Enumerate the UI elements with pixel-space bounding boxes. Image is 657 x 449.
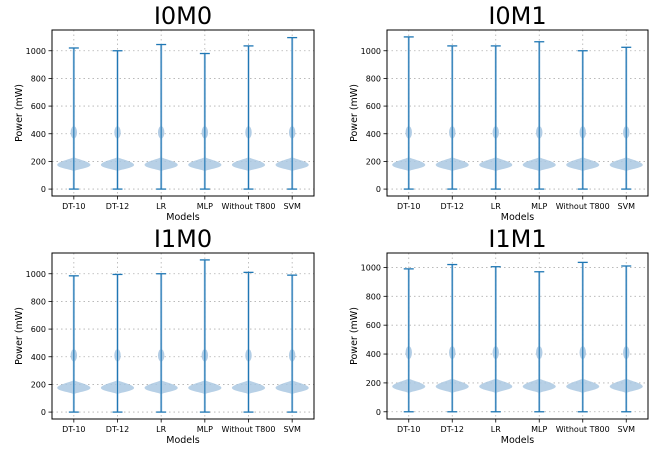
y-tick-label: 800 [366,292,381,301]
x-axis-label: Models [501,212,535,223]
violin-0 [392,268,426,413]
x-tick-label: LR [491,425,501,434]
y-axis-label: Power (mW) [349,307,360,365]
y-tick-label: 200 [366,157,381,166]
violin-1 [100,50,135,190]
x-tick-label: Without T800 [556,202,610,211]
y-tick-label: 400 [366,350,381,359]
y-axis-label: Power (mW) [14,84,25,142]
y-tick-label: 1000 [26,47,46,56]
y-tick-label: 800 [31,297,46,306]
chart-title: I1M0 [154,225,212,253]
x-axis-label: Models [501,435,535,446]
y-tick-label: 400 [31,353,46,362]
y-tick-label: 0 [41,408,46,417]
violin-3 [522,271,556,413]
chart-panel-1: 0 200 400 600 800 1000 DT-10 DT-12 LR MLP Without … [349,2,649,223]
violin-2 [144,43,178,190]
y-axis-label: Power (mW) [14,307,25,365]
x-tick-label: SVM [283,202,301,211]
x-axis-label: Models [166,212,200,223]
y-tick-label: 0 [376,185,381,194]
x-tick-label: DT-10 [62,202,85,211]
chart-title: I1M1 [488,225,546,253]
chart-title: I0M1 [488,2,546,30]
violin-2 [144,273,178,413]
x-tick-label: LR [156,202,166,211]
x-tick-label: SVM [618,425,636,434]
y-tick-label: 600 [31,325,46,334]
violin-0 [57,275,91,413]
violin-5 [275,274,309,413]
x-tick-label: LR [156,425,166,434]
x-tick-label: SVM [618,202,636,211]
x-tick-label: DT-10 [397,425,420,434]
chart-panel-3: 0 200 400 600 800 1000 DT-10 DT-12 LR MLP Without … [349,225,649,446]
x-tick-label: SVM [283,425,301,434]
y-tick-label: 1000 [26,270,46,279]
x-tick-label: DT-10 [397,202,420,211]
y-tick-label: 400 [31,130,46,139]
y-axis-label: Power (mW) [349,84,360,142]
violin-1 [100,273,135,413]
violin-4 [566,261,600,413]
axes-frame [51,29,315,197]
violin-3 [522,41,556,190]
x-tick-label: DT-12 [106,425,129,434]
x-tick-label: MLP [531,425,547,434]
y-tick-label: 0 [41,185,46,194]
x-tick-label: Without T800 [556,425,610,434]
x-tick-label: DT-12 [441,425,464,434]
violin-4 [231,45,266,190]
x-axis-label: Models [166,435,200,446]
x-tick-label: MLP [197,202,213,211]
violin-3 [188,259,222,413]
violin-0 [392,36,426,190]
violin-2 [479,266,513,413]
chart-panel-2: 0 200 400 600 800 1000 DT-10 DT-12 LR MLP Without … [14,225,315,446]
x-tick-label: Without T800 [222,202,276,211]
violin-1 [435,263,469,413]
violin-3 [188,52,222,190]
y-tick-label: 400 [366,130,381,139]
violin-5 [609,265,643,413]
y-tick-label: 200 [31,157,46,166]
violin-5 [609,46,643,190]
violin-0 [57,47,91,190]
y-tick-label: 800 [31,74,46,83]
y-tick-label: 200 [366,379,381,388]
y-tick-label: 0 [376,408,381,417]
y-tick-label: 600 [366,102,381,111]
x-tick-label: DT-12 [441,202,464,211]
chart-title: I0M0 [154,2,212,30]
y-tick-label: 800 [366,74,381,83]
axes-frame [51,252,315,420]
y-tick-label: 600 [31,102,46,111]
axes-frame [386,29,649,197]
violin-2 [479,45,513,190]
axes-frame [386,252,649,420]
x-tick-label: MLP [531,202,547,211]
y-tick-label: 600 [366,321,381,330]
violin-5 [275,36,309,190]
violin-1 [435,45,469,190]
violin-4 [231,271,266,413]
x-tick-label: MLP [197,425,213,434]
x-tick-label: Without T800 [222,425,276,434]
y-tick-label: 200 [31,380,46,389]
x-tick-label: DT-12 [106,202,129,211]
chart-panel-0: 0 200 400 600 800 1000 DT-10 DT-12 LR MLP Without … [14,2,315,223]
y-tick-label: 1000 [361,47,381,56]
violin-4 [566,50,600,190]
y-tick-label: 1000 [361,263,381,272]
x-tick-label: LR [491,202,501,211]
x-tick-label: DT-10 [62,425,85,434]
